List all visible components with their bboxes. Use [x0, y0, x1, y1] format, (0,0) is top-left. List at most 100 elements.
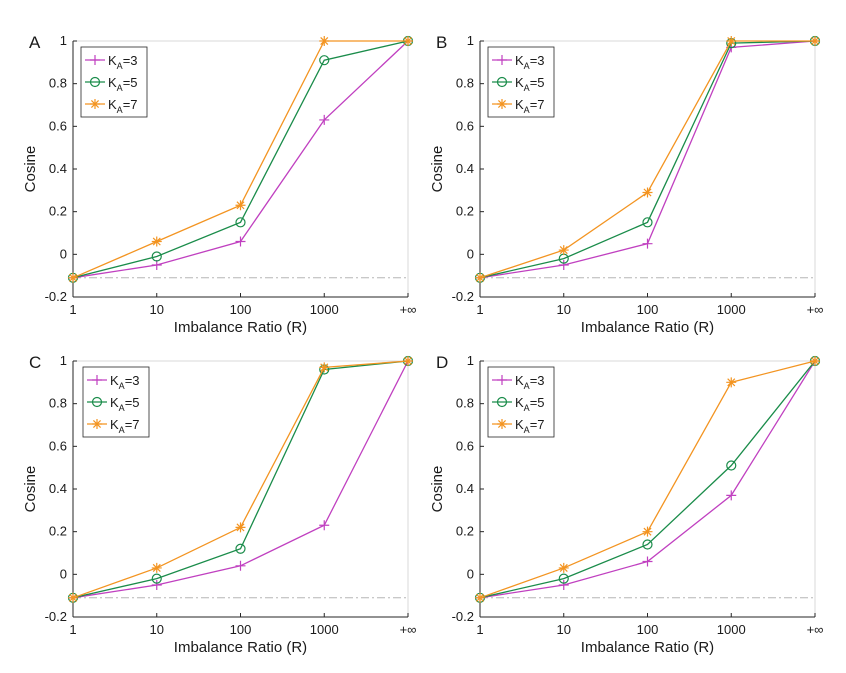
data-point — [810, 36, 820, 46]
data-point — [235, 522, 246, 533]
data-point — [90, 55, 100, 65]
series-line — [479, 360, 816, 599]
y-tick-label: 0.4 — [456, 481, 474, 496]
legend-item: KA=3 — [87, 373, 140, 391]
y-tick-label: 0.8 — [456, 76, 474, 91]
panel-letter: A — [29, 33, 41, 52]
data-point — [319, 520, 330, 531]
y-axis-label: Cosine — [429, 466, 446, 513]
legend-item: KA=5 — [492, 395, 545, 413]
x-tick-label: 10 — [150, 622, 164, 637]
legend-label: KA=3 — [515, 53, 545, 71]
legend-item: KA=5 — [85, 75, 138, 93]
y-tick-label: 0.6 — [456, 438, 474, 453]
y-tick-label: 0 — [467, 566, 474, 581]
y-tick-label: 0.2 — [49, 204, 67, 219]
legend-label: KA=7 — [108, 97, 138, 115]
x-tick-label: 1 — [69, 302, 76, 317]
data-point — [642, 526, 653, 537]
data-point — [151, 580, 162, 590]
x-tick-label: 1 — [476, 302, 483, 317]
data-point — [642, 556, 653, 567]
legend: KA=3 KA=5 KA=7 — [487, 366, 555, 438]
x-tick-label: 1 — [69, 622, 76, 637]
y-tick-label: 0.4 — [49, 161, 67, 176]
data-point — [558, 580, 569, 590]
data-point — [319, 55, 330, 66]
y-axis-label: Cosine — [429, 146, 446, 193]
data-point — [319, 362, 330, 373]
data-point — [235, 200, 246, 211]
chart-panel-d: -0.2 0 0.2 0.4 0.6 0.8 1 1 10 100 1000 +∞ Imbalance … — [429, 353, 823, 656]
data-point — [151, 236, 162, 247]
data-point — [497, 55, 507, 65]
legend-item: KA=3 — [85, 53, 138, 71]
legend: KA=3 KA=5 KA=7 — [487, 46, 555, 118]
chart-panel-a: -0.2 0 0.2 0.4 0.6 0.8 1 1 10 100 1000 +∞ Imbalance … — [22, 33, 416, 336]
legend-label: KA=3 — [108, 53, 138, 71]
data-point — [235, 543, 246, 554]
y-tick-label: 1 — [60, 33, 67, 48]
data-point — [90, 99, 100, 109]
data-point — [558, 260, 569, 270]
y-tick-label: 0.8 — [49, 396, 67, 411]
data-point — [235, 217, 246, 228]
y-tick-label: 1 — [467, 353, 474, 368]
x-tick-label: 100 — [230, 622, 252, 637]
legend-item: KA=3 — [492, 53, 545, 71]
data-point — [497, 375, 507, 385]
data-point — [68, 272, 78, 283]
x-tick-label: 1000 — [717, 302, 746, 317]
y-tick-label: 0.8 — [456, 396, 474, 411]
legend: KA=3 KA=5 KA=7 — [80, 46, 148, 118]
chart-panel-c: -0.2 0 0.2 0.4 0.6 0.8 1 1 10 100 1000 +∞ Imbalance … — [22, 353, 416, 656]
data-point — [642, 217, 653, 228]
data-point — [89, 76, 101, 88]
data-point — [151, 562, 162, 573]
x-tick-label: +∞ — [807, 302, 824, 317]
y-axis-label: Cosine — [22, 146, 39, 193]
data-point — [91, 396, 103, 408]
chart-panel-b: -0.2 0 0.2 0.4 0.6 0.8 1 1 10 100 1000 +∞ Imbalance … — [429, 33, 823, 336]
y-tick-label: 1 — [467, 33, 474, 48]
data-point — [475, 272, 485, 283]
data-point — [726, 377, 737, 388]
series-k7 — [475, 36, 820, 283]
legend-label: KA=7 — [515, 417, 545, 435]
data-point — [810, 356, 820, 366]
y-tick-label: 0.2 — [456, 204, 474, 219]
data-point — [151, 251, 162, 262]
series-k7 — [68, 356, 413, 603]
legend-item: KA=7 — [492, 417, 545, 435]
data-point — [558, 573, 569, 584]
x-tick-label: +∞ — [807, 622, 824, 637]
legend-label: KA=5 — [108, 75, 138, 93]
data-point — [319, 36, 330, 46]
data-point — [642, 539, 653, 550]
y-tick-label: 0.6 — [49, 118, 67, 133]
data-point — [92, 419, 102, 429]
y-tick-label: 0.2 — [49, 524, 67, 539]
y-tick-label: 0.6 — [456, 118, 474, 133]
x-tick-label: +∞ — [400, 302, 417, 317]
x-tick-label: 1000 — [717, 622, 746, 637]
y-tick-label: 0.6 — [49, 438, 67, 453]
data-point — [151, 573, 162, 584]
data-point — [475, 592, 485, 603]
y-tick-label: 0.4 — [456, 161, 474, 176]
data-point — [151, 260, 162, 270]
data-point — [642, 238, 653, 249]
y-tick-label: -0.2 — [45, 289, 67, 304]
panel-letter: B — [436, 33, 447, 52]
series-line — [72, 40, 409, 279]
x-tick-label: 1000 — [310, 302, 339, 317]
legend-label: KA=7 — [110, 417, 140, 435]
data-point — [558, 562, 569, 573]
data-point — [497, 419, 507, 429]
y-tick-label: 0.4 — [49, 481, 67, 496]
data-point — [496, 76, 508, 88]
x-axis-label: Imbalance Ratio (R) — [174, 639, 307, 656]
data-point — [403, 356, 413, 366]
x-tick-label: 100 — [637, 622, 659, 637]
